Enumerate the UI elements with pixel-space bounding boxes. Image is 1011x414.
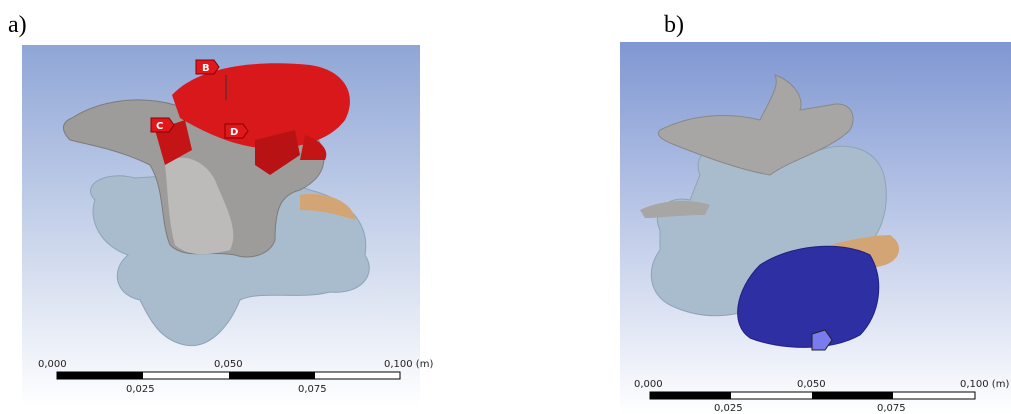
marker: D [225,124,248,138]
scale-label: 0,050 [214,359,243,370]
panel-label: b) [664,12,684,38]
marker: B [196,60,219,74]
scale-label: 0,025 [714,403,743,414]
scale-label: 0,025 [126,384,155,395]
marker-label: D [230,127,238,138]
marker: C [151,118,174,132]
scale-label: 0,100 (m) [384,359,433,370]
marker-label: B [202,63,210,74]
marker-label: C [156,121,163,132]
scale-label: 0,000 [634,379,663,390]
scale-label: 0,075 [298,384,327,395]
page: { "panels": [ { "label": "a)", "markers"… [0,0,1011,414]
scale-label: 0,000 [38,359,67,370]
panel-label: a) [8,12,27,38]
scale-label: 0,075 [877,403,906,414]
scale-label: 0,050 [797,379,826,390]
scale-bar [57,372,400,379]
scale-label: 0,100 (m) [960,379,1009,390]
scale-bar [650,392,975,399]
figure: a) B C D 0,000 0,050 0,100 (m) 0,025 0,0… [0,0,1011,414]
